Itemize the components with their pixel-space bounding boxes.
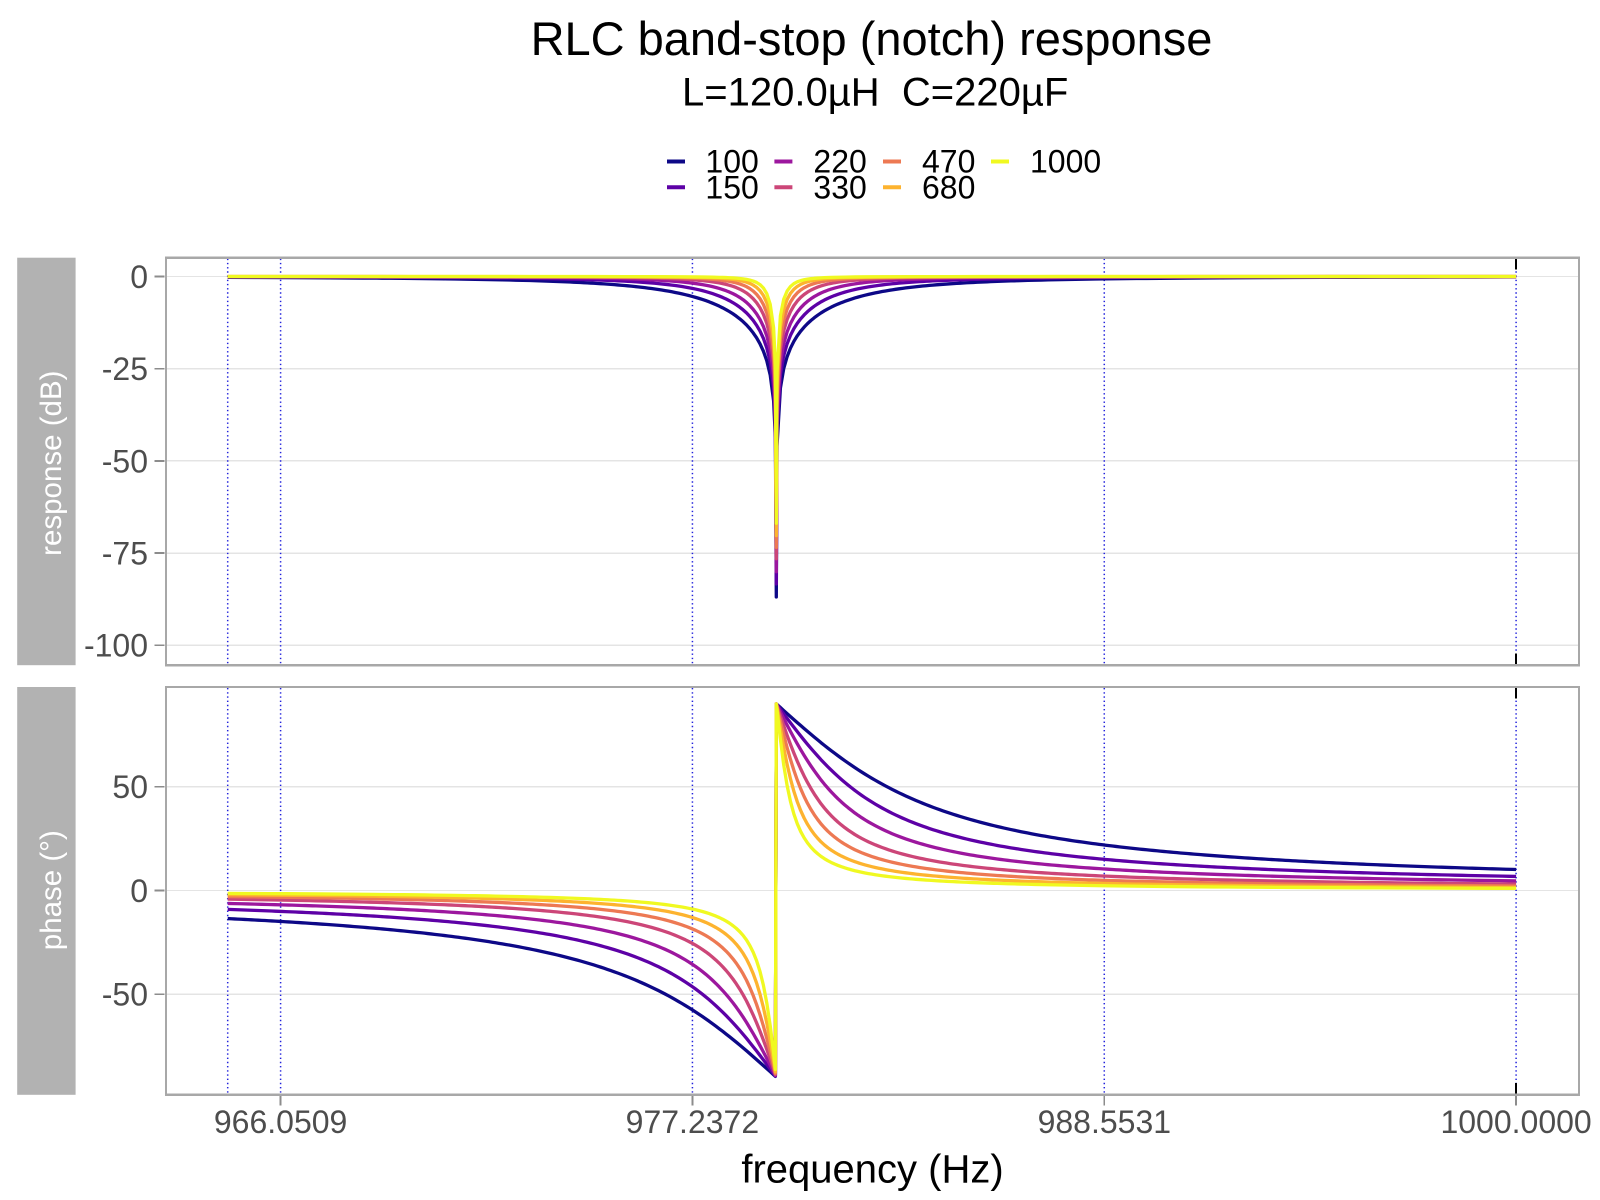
svg-text:1000: 1000 [1030, 144, 1101, 180]
svg-text:150: 150 [705, 169, 758, 205]
svg-text:-75: -75 [102, 536, 148, 572]
svg-text:response (dB): response (dB) [35, 371, 68, 556]
svg-text:-50: -50 [102, 443, 148, 479]
svg-text:frequency (Hz): frequency (Hz) [741, 1147, 1003, 1191]
svg-text:1000.0000: 1000.0000 [1440, 1104, 1591, 1140]
svg-text:988.5531: 988.5531 [1038, 1104, 1171, 1140]
svg-text:470: 470 [922, 144, 975, 180]
svg-text:220: 220 [813, 144, 866, 180]
svg-text:50: 50 [112, 769, 148, 805]
svg-text:330: 330 [813, 169, 866, 205]
svg-text:-100: -100 [84, 628, 148, 664]
svg-text:966.0509: 966.0509 [214, 1104, 347, 1140]
svg-text:phase (°): phase (°) [35, 830, 68, 950]
svg-text:L=120.0µH C=220µF: L=120.0µH C=220µF [682, 71, 1068, 115]
svg-text:100: 100 [705, 144, 758, 180]
svg-text:RLC band-stop (notch) response: RLC band-stop (notch) response [531, 12, 1213, 65]
svg-text:-50: -50 [102, 977, 148, 1013]
svg-text:-25: -25 [102, 351, 148, 387]
svg-text:0: 0 [130, 873, 148, 909]
svg-text:0: 0 [130, 259, 148, 295]
svg-text:680: 680 [922, 169, 975, 205]
svg-text:977.2372: 977.2372 [626, 1104, 759, 1140]
